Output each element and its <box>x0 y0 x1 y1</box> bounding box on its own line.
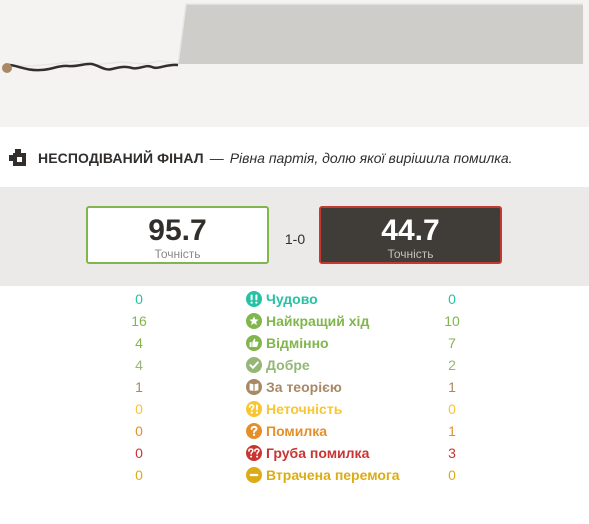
game-headline: НЕСПОДІВАНИЙ ФІНАЛ — Рівна партія, долю … <box>8 148 588 168</box>
classification-row-good: 4 Добре 2 <box>0 354 589 376</box>
black-accuracy-label: Точність <box>387 247 434 261</box>
black-count-good: 2 <box>448 357 456 373</box>
white-count-good: 4 <box>135 357 143 373</box>
eval-line-white <box>5 3 583 67</box>
classification-row-excellent: 4 Відмінно 7 <box>0 332 589 354</box>
headline-title: НЕСПОДІВАНИЙ ФІНАЛ <box>38 150 204 166</box>
thumbs-up-icon <box>246 335 262 351</box>
classification-label-brilliant: Чудово <box>266 291 318 307</box>
game-result: 1-0 <box>284 231 306 247</box>
classification-row-blunder: 0 Груба помилка 3 <box>0 442 589 464</box>
black-count-mistake: 1 <box>448 423 456 439</box>
evaluation-chart <box>2 3 583 73</box>
classification-row-book: 1 За теорією 1 <box>0 376 589 398</box>
classification-label-missed-win: Втрачена перемога <box>266 467 400 483</box>
white-accuracy-label: Точність <box>154 247 201 261</box>
headline-dash: — <box>209 150 224 166</box>
classification-row-brilliant: 0 Чудово 0 <box>0 288 589 310</box>
classification-row-best: 16 Найкращий хід 10 <box>0 310 589 332</box>
white-count-book: 1 <box>135 379 143 395</box>
inaccuracy-question-exclamation-icon <box>246 401 262 417</box>
black-count-excellent: 7 <box>448 335 456 351</box>
black-count-inaccuracy: 0 <box>448 401 456 417</box>
black-count-blunder: 3 <box>448 445 456 461</box>
black-accuracy-value: 44.7 <box>381 214 440 247</box>
star-icon <box>246 313 262 329</box>
move-marker[interactable] <box>2 63 12 73</box>
book-icon <box>246 379 262 395</box>
black-count-brilliant: 0 <box>448 291 456 307</box>
check-icon <box>246 357 262 373</box>
classification-label-mistake: Помилка <box>266 423 328 439</box>
white-count-excellent: 4 <box>135 335 143 351</box>
classification-label-book: За теорією <box>266 379 342 395</box>
classification-label-good: Добре <box>266 357 310 373</box>
black-count-missed-win: 0 <box>448 467 456 483</box>
white-count-best: 16 <box>131 313 147 329</box>
classification-row-inaccuracy: 0 Неточність 0 <box>0 398 589 420</box>
classification-label-blunder: Груба помилка <box>266 445 370 461</box>
classification-row-mistake: 0 Помилка 1 <box>0 420 589 442</box>
white-count-blunder: 0 <box>135 445 143 461</box>
white-count-brilliant: 0 <box>135 291 143 307</box>
classification-label-excellent: Відмінно <box>266 335 329 351</box>
white-accuracy-card: 95.7 Точність <box>86 206 269 264</box>
white-count-mistake: 0 <box>135 423 143 439</box>
white-count-missed-win: 0 <box>135 467 143 483</box>
puzzle-piece-icon <box>9 149 26 166</box>
black-count-book: 1 <box>448 379 456 395</box>
classification-label-inaccuracy: Неточність <box>266 401 343 417</box>
white-count-inaccuracy: 0 <box>135 401 143 417</box>
white-accuracy-value: 95.7 <box>148 214 207 247</box>
evaluation-graph[interactable] <box>0 0 589 127</box>
minus-circle-icon <box>246 467 262 483</box>
black-accuracy-card: 44.7 Точність <box>319 206 502 264</box>
double-question-icon <box>246 445 262 461</box>
classification-label-best: Найкращий хід <box>266 313 370 329</box>
headline-description: Рівна партія, долю якої вирішила помилка… <box>229 150 513 166</box>
brilliant-double-exclamation-icon <box>246 291 262 307</box>
black-advantage-area <box>178 4 583 64</box>
question-mark-icon <box>246 423 262 439</box>
classification-row-missed-win: 0 Втрачена перемога 0 <box>0 464 589 486</box>
black-count-best: 10 <box>444 313 460 329</box>
eval-line-black <box>5 62 179 72</box>
